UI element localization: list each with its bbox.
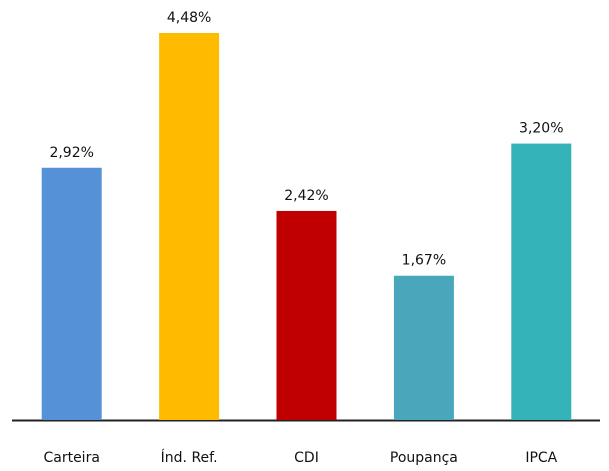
bar xyxy=(276,210,337,420)
x-tick-label: CDI xyxy=(294,450,319,466)
x-tick-label: Poupança xyxy=(390,450,458,466)
bar xyxy=(393,275,454,420)
value-label: 1,67% xyxy=(402,253,446,269)
value-label: 4,48% xyxy=(167,10,211,26)
bar xyxy=(511,143,572,421)
x-tick-label: Carteira xyxy=(43,450,99,466)
value-label: 3,20% xyxy=(519,121,563,137)
value-label: 2,92% xyxy=(49,145,93,161)
bar xyxy=(159,33,220,420)
x-tick-label: IPCA xyxy=(525,450,557,466)
bar xyxy=(41,167,102,420)
value-label: 2,42% xyxy=(284,188,328,204)
x-tick-label: Índ. Ref. xyxy=(161,449,218,466)
